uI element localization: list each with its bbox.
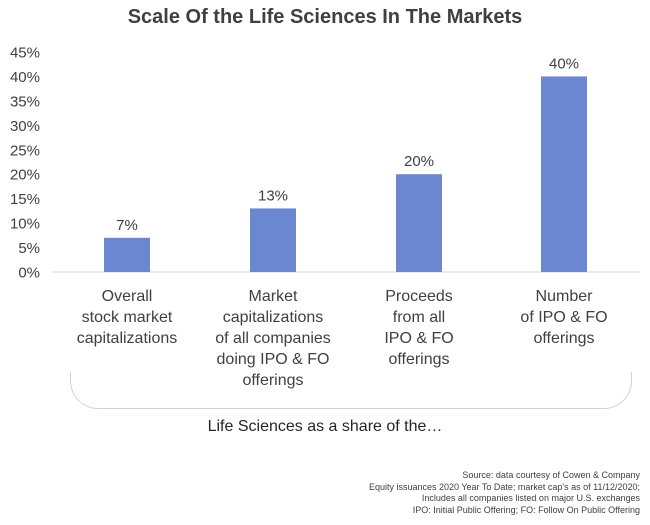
y-tick-label: 35% bbox=[10, 93, 40, 110]
source-line: Source: data courtesy of Cowen & Company bbox=[462, 470, 640, 480]
x-category-label-line: of all companies bbox=[215, 330, 331, 347]
source-note: Source: data courtesy of Cowen & Company… bbox=[369, 470, 640, 516]
x-category-label-line: doing IPO & FO bbox=[216, 351, 330, 368]
x-category-label-line: Market bbox=[248, 288, 298, 305]
data-label: 20% bbox=[404, 153, 434, 170]
data-label: 40% bbox=[549, 55, 579, 72]
source-line: Includes all companies listed on major U… bbox=[421, 493, 640, 503]
data-label: 7% bbox=[116, 217, 138, 234]
x-category-label-line: stock market bbox=[81, 309, 173, 326]
x-category-label: Number of IPO & FO offerings bbox=[489, 286, 639, 349]
y-tick-label: 10% bbox=[10, 216, 40, 233]
bar bbox=[104, 237, 150, 272]
grouping-bracket bbox=[70, 372, 632, 409]
x-category-label-line: offerings bbox=[242, 372, 304, 389]
data-label: 13% bbox=[258, 187, 288, 204]
x-category-label-line: capitalizations bbox=[222, 309, 324, 326]
source-line: IPO: Initial Public Offering; FO: Follow… bbox=[412, 504, 640, 515]
x-category-label: Proceeds from all IPO & FO offerings bbox=[344, 286, 494, 370]
x-category-label-line: Overall bbox=[101, 288, 153, 305]
y-tick-label: 30% bbox=[10, 118, 40, 135]
x-category-label-line: IPO & FO bbox=[384, 330, 454, 347]
x-category-label-line: offerings bbox=[533, 330, 595, 347]
y-tick-label: 40% bbox=[10, 69, 40, 86]
x-axis-label: Life Sciences as a share of the… bbox=[207, 418, 443, 435]
x-category-label-line: Proceeds bbox=[385, 288, 453, 305]
bar bbox=[250, 208, 296, 272]
x-category-label-line: of IPO & FO bbox=[520, 309, 608, 326]
chart-title: Scale Of the Life Sciences In The Market… bbox=[127, 6, 523, 28]
x-category-label-line: offerings bbox=[388, 351, 450, 368]
x-category-label: Overall stock market capitalizations bbox=[52, 286, 202, 349]
bar bbox=[396, 174, 442, 272]
y-tick-label: 15% bbox=[10, 191, 40, 208]
source-line: Equity issuances 2020 Year To Date; mark… bbox=[368, 481, 640, 492]
y-tick-label: 0% bbox=[18, 265, 40, 282]
x-category-label-line: capitalizations bbox=[76, 330, 178, 347]
x-category-label: Market capitalizations of all companies doi… bbox=[198, 286, 348, 391]
x-category-label-line: from all bbox=[392, 309, 446, 326]
y-tick-label: 25% bbox=[10, 142, 40, 159]
x-category-label-line: Number bbox=[535, 288, 593, 305]
y-tick-label: 5% bbox=[18, 240, 40, 257]
y-tick-label: 20% bbox=[10, 167, 40, 184]
bar bbox=[541, 76, 587, 272]
y-tick-label: 45% bbox=[10, 45, 40, 62]
